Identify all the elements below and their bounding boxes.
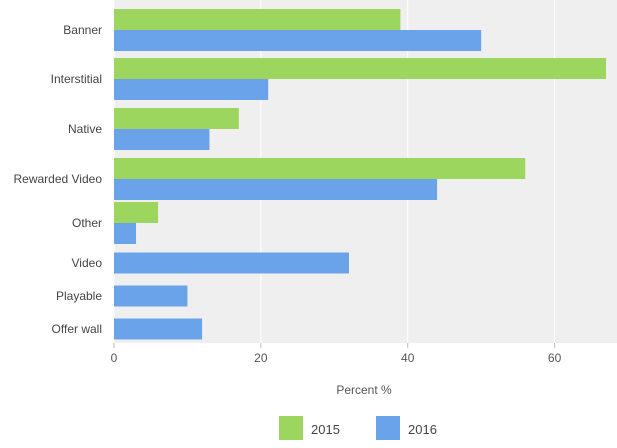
- legend-swatch-2015: [279, 416, 303, 440]
- bar-2016-playable: [114, 285, 188, 307]
- bar-2016-rewarded-video: [114, 179, 438, 200]
- category-label: Interstitial: [51, 72, 102, 86]
- x-tick-label: 0: [111, 351, 118, 365]
- x-axis-ticks: 0 20 40 60: [111, 343, 562, 365]
- bar-2015-rewarded-video: [114, 158, 526, 179]
- legend-label-2015: 2015: [311, 422, 340, 437]
- legend: 2015 2016: [279, 416, 437, 440]
- legend-label-2016: 2016: [408, 422, 437, 437]
- bar-2015-other: [114, 202, 159, 223]
- bar-2015-interstitial: [114, 58, 606, 79]
- x-tick-label: 60: [548, 351, 562, 365]
- legend-swatch-2016: [376, 416, 400, 440]
- category-labels: Banner Interstitial Native Rewarded Video Ot…: [13, 23, 102, 336]
- bar-2016-interstitial: [114, 79, 269, 100]
- bar-2016-other: [114, 223, 137, 244]
- category-label: Native: [68, 122, 102, 136]
- x-tick-label: 40: [401, 351, 415, 365]
- bar-2016-offer-wall: [114, 318, 203, 340]
- bar-2015-native: [114, 108, 239, 129]
- bar-2015-banner: [114, 9, 401, 30]
- category-label: Offer wall: [52, 322, 102, 336]
- category-label: Other: [72, 216, 102, 230]
- x-axis-title: Percent %: [336, 383, 392, 397]
- bar-2016-banner: [114, 30, 482, 51]
- bars: [114, 9, 606, 340]
- category-label: Video: [72, 256, 103, 270]
- category-label: Rewarded Video: [13, 172, 102, 186]
- category-label: Playable: [56, 289, 102, 303]
- bar-2016-native: [114, 129, 210, 150]
- x-tick-label: 20: [254, 351, 268, 365]
- bar-2016-video: [114, 252, 349, 274]
- category-label: Banner: [63, 23, 102, 37]
